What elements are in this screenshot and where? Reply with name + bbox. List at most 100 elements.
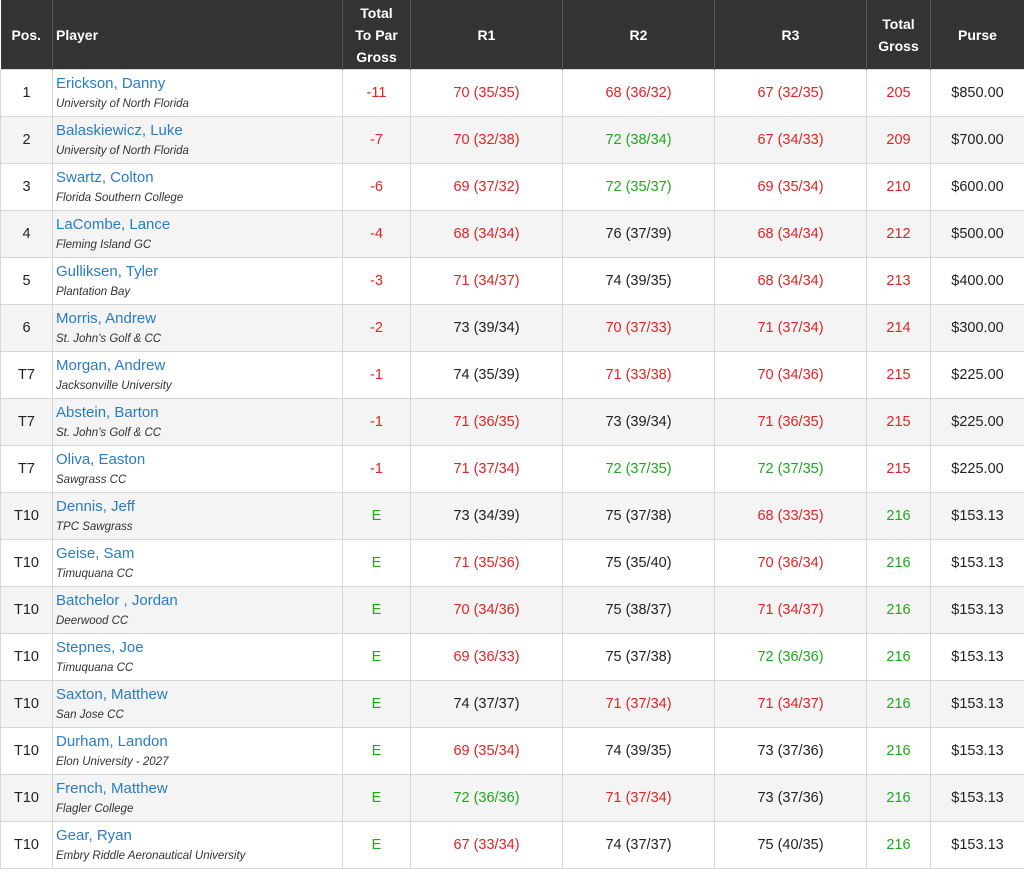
to-par-cell: E [342,821,411,869]
round-3-cell: 68 (34/34) [714,257,867,305]
player-club: Plantation Bay [56,285,131,298]
round-3-cell: 71 (34/37) [714,586,867,634]
header-row: Pos. Player Total To Par Gross R1 R2 R3 … [0,0,1024,70]
player-name-link[interactable]: French, Matthew [56,779,168,797]
round-1-cell: 69 (36/33) [410,633,563,681]
player-name-link[interactable]: LaCombe, Lance [56,215,171,233]
table-row: 3 Swartz, Colton Florida Southern College -… [0,163,1024,211]
purse-cell: $153.13 [930,680,1024,728]
player-cell: Morris, Andrew St. John's Golf & CC [52,304,343,352]
player-name-link[interactable]: Erickson, Danny [56,74,166,92]
player-club: Embry Riddle Aeronautical University [56,849,246,862]
player-name-link[interactable]: Saxton, Matthew [56,685,168,703]
player-name-link[interactable]: Batchelor , Jordan [56,591,178,609]
round-2-cell: 74 (39/35) [562,727,715,775]
total-gross-cell: 216 [866,633,931,681]
round-1-cell: 71 (37/34) [410,445,563,493]
player-cell: Dennis, Jeff TPC Sawgrass [52,492,343,540]
position-cell: T10 [0,633,53,681]
total-gross-cell: 213 [866,257,931,305]
round-1-cell: 68 (34/34) [410,210,563,258]
to-par-cell: -1 [342,398,411,446]
header-r1[interactable]: R1 [410,0,563,70]
player-club: Elon University - 2027 [56,755,169,768]
table-row: 6 Morris, Andrew St. John's Golf & CC -2 73 … [0,304,1024,352]
player-name-link[interactable]: Balaskiewicz, Luke [56,121,183,139]
player-club: Timuquana CC [56,661,134,674]
purse-cell: $153.13 [930,492,1024,540]
player-cell: LaCombe, Lance Fleming Island GC [52,210,343,258]
header-total-line-2: Gross [878,37,919,54]
table-row: T10 Gear, Ryan Embry Riddle Aeronautical U… [0,821,1024,869]
player-cell: Gulliksen, Tyler Plantation Bay [52,257,343,305]
player-name-link[interactable]: Abstein, Barton [56,403,159,421]
player-cell: Swartz, Colton Florida Southern College [52,163,343,211]
player-club: Timuquana CC [56,567,134,580]
player-name-link[interactable]: Gear, Ryan [56,826,132,844]
header-total-line-1: Total [882,15,915,32]
to-par-cell: -7 [342,116,411,164]
round-3-cell: 71 (36/35) [714,398,867,446]
purse-cell: $225.00 [930,445,1024,493]
total-gross-cell: 212 [866,210,931,258]
total-gross-cell: 216 [866,539,931,587]
round-2-cell: 75 (35/40) [562,539,715,587]
player-name-link[interactable]: Oliva, Easton [56,450,146,468]
round-3-cell: 67 (32/35) [714,69,867,117]
header-player[interactable]: Player [52,0,343,70]
to-par-cell: -1 [342,351,411,399]
round-2-cell: 73 (39/34) [562,398,715,446]
position-cell: 1 [0,69,53,117]
round-3-cell: 70 (34/36) [714,351,867,399]
to-par-cell: -3 [342,257,411,305]
purse-cell: $700.00 [930,116,1024,164]
table-row: T7 Oliva, Easton Sawgrass CC -1 71 (37/34) 72… [0,445,1024,493]
round-2-cell: 72 (38/34) [562,116,715,164]
player-name-link[interactable]: Morris, Andrew [56,309,157,327]
round-3-cell: 68 (34/34) [714,210,867,258]
player-name-link[interactable]: Morgan, Andrew [56,356,166,374]
to-par-cell: E [342,680,411,728]
player-name-link[interactable]: Geise, Sam [56,544,135,562]
to-par-cell: -11 [342,69,411,117]
to-par-cell: E [342,633,411,681]
total-gross-cell: 216 [866,821,931,869]
position-cell: 6 [0,304,53,352]
player-name-link[interactable]: Dennis, Jeff [56,497,135,515]
purse-cell: $153.13 [930,727,1024,775]
total-gross-cell: 216 [866,727,931,775]
to-par-cell: -6 [342,163,411,211]
header-r2[interactable]: R2 [562,0,715,70]
purse-cell: $153.13 [930,633,1024,681]
to-par-cell: -2 [342,304,411,352]
position-cell: 5 [0,257,53,305]
header-r3[interactable]: R3 [714,0,867,70]
player-name-link[interactable]: Stepnes, Joe [56,638,144,656]
round-3-cell: 67 (34/33) [714,116,867,164]
total-gross-cell: 215 [866,398,931,446]
total-gross-cell: 215 [866,351,931,399]
round-1-cell: 72 (36/36) [410,774,563,822]
header-to-par[interactable]: Total To Par Gross [342,0,411,70]
round-2-cell: 76 (37/39) [562,210,715,258]
round-2-cell: 72 (37/35) [562,445,715,493]
round-3-cell: 72 (37/35) [714,445,867,493]
to-par-cell: E [342,774,411,822]
header-purse[interactable]: Purse [930,0,1024,70]
player-cell: Geise, Sam Timuquana CC [52,539,343,587]
total-gross-cell: 214 [866,304,931,352]
player-name-link[interactable]: Gulliksen, Tyler [56,262,159,280]
player-club: Fleming Island GC [56,238,152,251]
purse-cell: $153.13 [930,586,1024,634]
header-total-gross[interactable]: Total Gross [866,0,931,70]
total-gross-cell: 210 [866,163,931,211]
position-cell: 4 [0,210,53,258]
player-name-link[interactable]: Durham, Landon [56,732,168,750]
round-1-cell: 69 (37/32) [410,163,563,211]
round-2-cell: 71 (37/34) [562,774,715,822]
player-name-link[interactable]: Swartz, Colton [56,168,154,186]
player-cell: French, Matthew Flagler College [52,774,343,822]
player-cell: Oliva, Easton Sawgrass CC [52,445,343,493]
header-pos[interactable]: Pos. [0,0,53,70]
round-1-cell: 70 (35/35) [410,69,563,117]
